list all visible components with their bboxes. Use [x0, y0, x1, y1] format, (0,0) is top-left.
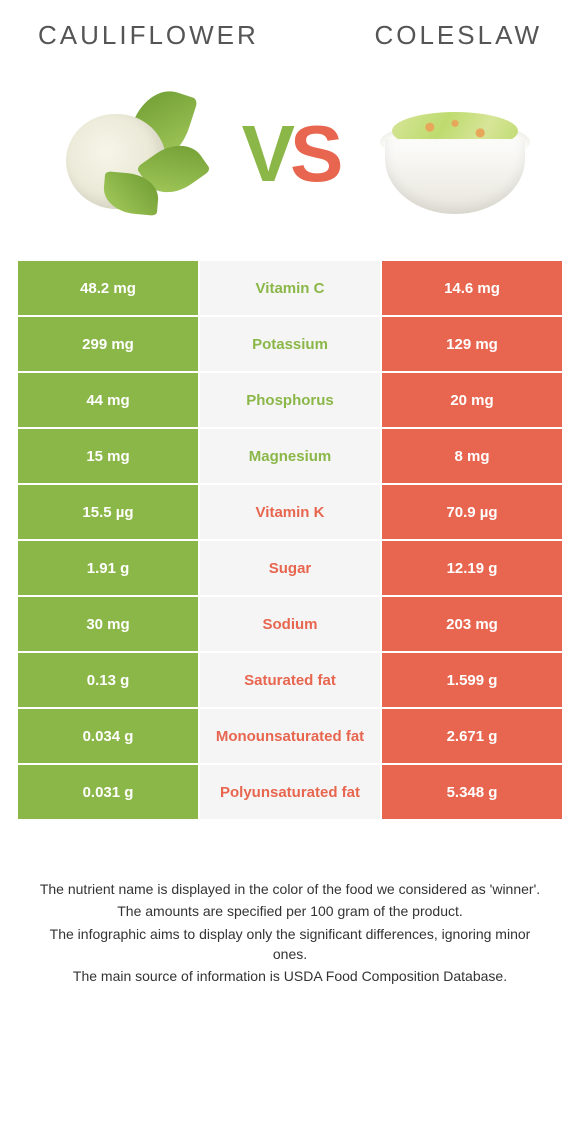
- value-right: 5.348 g: [382, 765, 562, 819]
- note-line: The main source of information is USDA F…: [38, 966, 542, 986]
- value-left: 0.031 g: [18, 765, 198, 819]
- food-image-left: [48, 76, 203, 231]
- nutrient-label: Sugar: [200, 541, 380, 595]
- note-line: The infographic aims to display only the…: [38, 924, 542, 965]
- value-right: 129 mg: [382, 317, 562, 371]
- value-right: 70.9 µg: [382, 485, 562, 539]
- nutrient-label: Magnesium: [200, 429, 380, 483]
- value-left: 15 mg: [18, 429, 198, 483]
- food-image-right: [377, 76, 532, 231]
- footer-notes: The nutrient name is displayed in the co…: [18, 819, 562, 986]
- value-left: 30 mg: [18, 597, 198, 651]
- nutrient-label: Saturated fat: [200, 653, 380, 707]
- table-row: 44 mgPhosphorus20 mg: [18, 373, 562, 427]
- value-right: 8 mg: [382, 429, 562, 483]
- value-right: 20 mg: [382, 373, 562, 427]
- value-right: 203 mg: [382, 597, 562, 651]
- table-row: 48.2 mgVitamin C14.6 mg: [18, 261, 562, 315]
- food-title-left: CAULIFLOWER: [38, 20, 259, 51]
- nutrient-table: 48.2 mgVitamin C14.6 mg299 mgPotassium12…: [18, 261, 562, 819]
- table-row: 1.91 gSugar12.19 g: [18, 541, 562, 595]
- table-row: 299 mgPotassium129 mg: [18, 317, 562, 371]
- table-row: 15.5 µgVitamin K70.9 µg: [18, 485, 562, 539]
- cauliflower-icon: [56, 89, 196, 219]
- table-row: 0.13 gSaturated fat1.599 g: [18, 653, 562, 707]
- note-line: The nutrient name is displayed in the co…: [38, 879, 542, 899]
- value-left: 44 mg: [18, 373, 198, 427]
- nutrient-label: Polyunsaturated fat: [200, 765, 380, 819]
- value-right: 2.671 g: [382, 709, 562, 763]
- table-row: 0.031 gPolyunsaturated fat5.348 g: [18, 765, 562, 819]
- table-row: 30 mgSodium203 mg: [18, 597, 562, 651]
- nutrient-label: Potassium: [200, 317, 380, 371]
- header: CAULIFLOWER COLESLAW: [18, 20, 562, 61]
- coleslaw-icon: [380, 94, 530, 214]
- note-line: The amounts are specified per 100 gram o…: [38, 901, 542, 921]
- value-right: 14.6 mg: [382, 261, 562, 315]
- nutrient-label: Phosphorus: [200, 373, 380, 427]
- value-left: 0.034 g: [18, 709, 198, 763]
- value-left: 15.5 µg: [18, 485, 198, 539]
- images-row: VS: [18, 61, 562, 261]
- value-right: 12.19 g: [382, 541, 562, 595]
- nutrient-label: Sodium: [200, 597, 380, 651]
- table-row: 15 mgMagnesium8 mg: [18, 429, 562, 483]
- nutrient-label: Vitamin K: [200, 485, 380, 539]
- food-title-right: COLESLAW: [374, 20, 542, 51]
- vs-s: S: [290, 109, 338, 198]
- value-left: 48.2 mg: [18, 261, 198, 315]
- vs-v: V: [242, 109, 290, 198]
- nutrient-label: Vitamin C: [200, 261, 380, 315]
- value-right: 1.599 g: [382, 653, 562, 707]
- nutrient-label: Monounsaturated fat: [200, 709, 380, 763]
- vs-label: VS: [242, 108, 339, 200]
- table-row: 0.034 gMonounsaturated fat2.671 g: [18, 709, 562, 763]
- value-left: 299 mg: [18, 317, 198, 371]
- value-left: 1.91 g: [18, 541, 198, 595]
- value-left: 0.13 g: [18, 653, 198, 707]
